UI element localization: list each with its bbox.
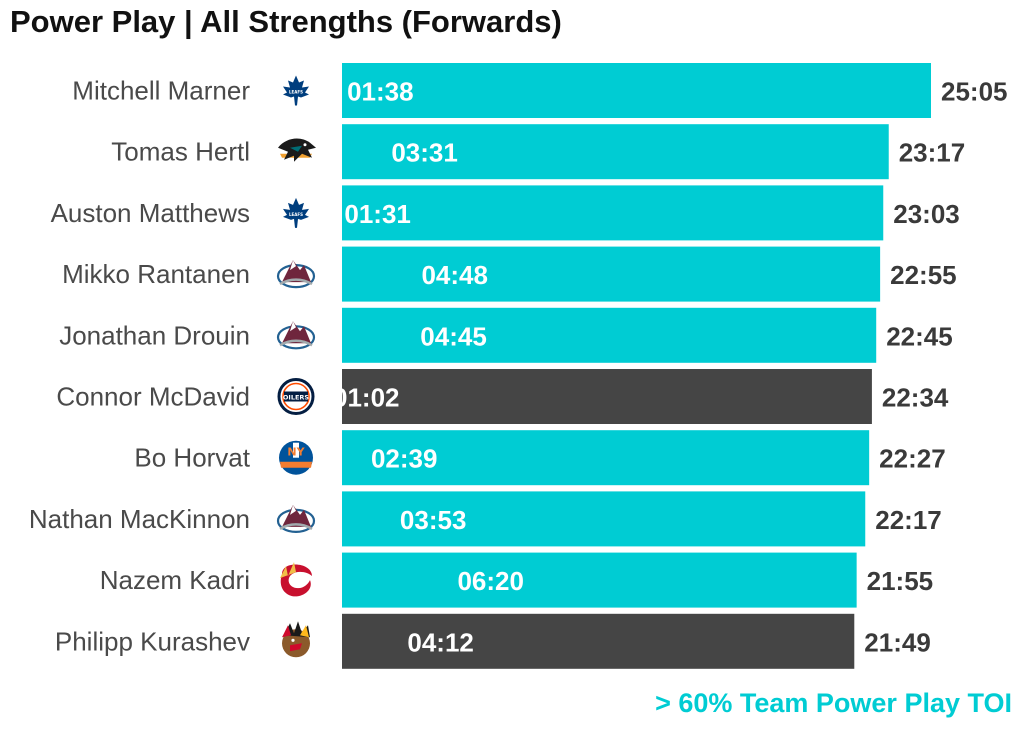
bar-row: Mikko Rantanen 04:48 22:55	[62, 246, 957, 302]
flames-logo-icon	[280, 562, 312, 597]
total-toi-data-label: 22:45	[886, 321, 953, 351]
total-toi-data-label: 22:17	[875, 505, 942, 535]
total-toi-data-label: 22:27	[879, 444, 946, 474]
player-name-label: Connor McDavid	[56, 382, 250, 412]
avalanche-logo-icon	[276, 321, 316, 350]
total-toi-data-label: 25:05	[941, 77, 1008, 107]
total-toi-data-label: 22:55	[890, 260, 957, 290]
total-toi-data-label: 23:03	[893, 199, 960, 229]
bar-row: Philipp Kurashev 04:12 21:49	[55, 613, 931, 669]
player-name-label: Nazem Kadri	[100, 565, 250, 595]
chart-title: Power Play | All Strengths (Forwards)	[10, 4, 562, 39]
bar	[342, 552, 857, 608]
bar-row: Nathan MacKinnon 03:53 22:17	[29, 491, 942, 547]
player-name-label: Mikko Rantanen	[62, 259, 250, 289]
bar	[342, 613, 855, 669]
bar-row: Mitchell Marner LEAFS 01:38 25:05	[72, 63, 1008, 118]
pp-toi-data-label: 01:02	[333, 383, 400, 413]
player-name-label: Auston Matthews	[51, 198, 250, 228]
pp-toi-data-label: 03:31	[391, 138, 458, 168]
bar	[342, 185, 884, 241]
pp-toi-data-label: 04:45	[420, 321, 487, 351]
player-name-label: Nathan MacKinnon	[29, 504, 250, 534]
svg-text:NY: NY	[287, 446, 305, 459]
pp-toi-data-label: 03:53	[400, 505, 467, 535]
pp-toi-data-label: 04:48	[421, 260, 488, 290]
bar-row: Nazem Kadri 06:20 21:55	[100, 552, 934, 608]
player-name-label: Bo Horvat	[134, 443, 250, 473]
bar-row: Jonathan Drouin 04:45 22:45	[59, 307, 953, 363]
maple-leafs-logo-icon: LEAFS	[283, 197, 309, 228]
avalanche-logo-icon	[276, 260, 316, 289]
legend-note: > 60% Team Power Play TOI	[655, 688, 1012, 718]
total-toi-data-label: 21:49	[864, 627, 931, 657]
bar	[342, 307, 877, 363]
oilers-logo-icon: OILERS	[277, 378, 315, 415]
pp-toi-data-label: 06:20	[457, 566, 524, 596]
player-name-label: Mitchell Marner	[72, 76, 250, 106]
player-name-label: Tomas Hertl	[111, 137, 250, 167]
sharks-logo-icon	[278, 138, 316, 162]
bar-row: Tomas Hertl 03:31 23:17	[111, 124, 966, 180]
pp-toi-data-label: 02:39	[371, 444, 438, 474]
svg-text:LEAFS: LEAFS	[289, 90, 303, 95]
avalanche-logo-icon	[276, 504, 316, 534]
bar	[342, 369, 872, 424]
total-toi-data-label: 22:34	[882, 383, 949, 413]
bar	[342, 430, 870, 486]
player-name-label: Philipp Kurashev	[55, 626, 250, 656]
blackhawks-logo-icon	[282, 621, 310, 658]
bar	[342, 124, 889, 180]
total-toi-data-label: 21:55	[867, 566, 934, 596]
maple-leafs-logo-icon: LEAFS	[283, 75, 309, 106]
svg-text:LEAFS: LEAFS	[289, 212, 303, 217]
pp-toi-data-label: 01:38	[347, 77, 414, 107]
bar-row: Connor McDavid OILERS 01:02 22:34	[56, 369, 949, 424]
svg-text:OILERS: OILERS	[283, 394, 310, 402]
bar	[342, 491, 866, 547]
bar	[342, 246, 881, 302]
bar	[342, 63, 931, 118]
bar-row: Auston Matthews LEAFS 01:31 23:03	[51, 185, 960, 241]
islanders-logo-icon: NY	[279, 440, 313, 475]
total-toi-data-label: 23:17	[899, 138, 966, 168]
pp-toi-data-label: 04:12	[407, 627, 474, 657]
bar-row: Bo Horvat NY 02:39 22:27	[134, 430, 946, 486]
pp-toi-data-label: 01:31	[344, 199, 411, 229]
player-name-label: Jonathan Drouin	[59, 320, 250, 350]
